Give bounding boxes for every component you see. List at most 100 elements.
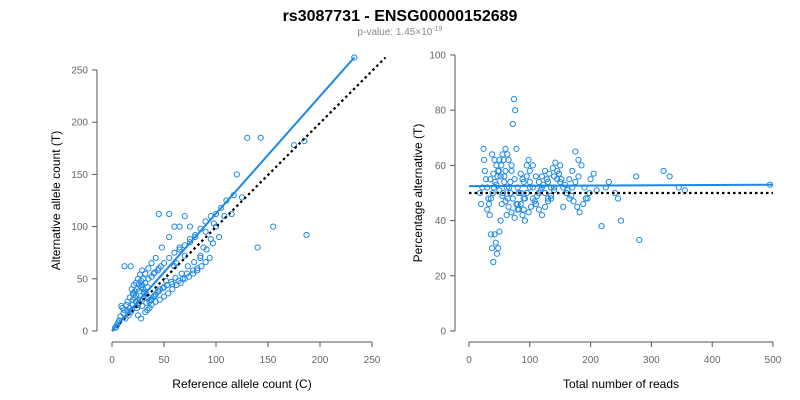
left-x-axis-label: Reference allele count (C) <box>172 377 311 391</box>
right-x-tick-label: 500 <box>765 355 782 366</box>
left-data-point <box>147 296 154 303</box>
left-data-point <box>151 292 158 299</box>
left-data-point <box>197 254 204 262</box>
left-y-tick-label: 250 <box>71 66 88 77</box>
right-data-point <box>489 245 496 252</box>
right-data-point <box>525 156 532 163</box>
left-data-point <box>212 210 220 218</box>
left-data-point <box>202 258 209 266</box>
right-data-point <box>520 195 527 202</box>
left-data-point <box>164 281 171 289</box>
left-x-tick-label: 200 <box>312 355 329 366</box>
right-data-point <box>521 217 529 224</box>
right-data-point <box>497 173 504 180</box>
right-data-point <box>508 209 515 216</box>
right-data-point <box>575 173 582 180</box>
right-data-point <box>510 96 518 103</box>
right-data-point <box>523 173 530 180</box>
right-data-point <box>572 178 579 186</box>
right-data-point <box>502 198 509 205</box>
left-y-tick-label: 200 <box>71 118 88 129</box>
left-data-point <box>202 228 209 235</box>
left-data-point <box>143 299 150 306</box>
left-data-point <box>254 244 261 251</box>
left-data-point <box>190 270 197 277</box>
right-data-point <box>568 192 575 199</box>
right-data-point <box>498 200 505 208</box>
right-data-point <box>508 162 515 169</box>
left-data-point <box>171 223 178 230</box>
left-data-point <box>176 223 183 230</box>
right-data-point <box>557 162 564 169</box>
right-data-point <box>492 239 499 246</box>
right-data-point <box>492 178 499 186</box>
left-data-point <box>118 302 125 310</box>
right-data-point <box>494 173 501 180</box>
right-data-point <box>503 184 510 191</box>
left-data-point <box>206 254 213 262</box>
right-data-point <box>526 167 533 175</box>
right-y-tick-label: 60 <box>435 161 447 172</box>
right-data-point <box>509 195 516 202</box>
right-data-point <box>486 211 493 219</box>
right-data-point <box>578 162 585 169</box>
right-data-point <box>526 178 533 186</box>
left-data-point <box>194 267 201 274</box>
right-data-point <box>501 178 508 186</box>
left-data-point <box>121 263 128 270</box>
right-data-point <box>506 184 513 191</box>
right-data-point <box>517 189 524 197</box>
left-data-point <box>301 137 308 145</box>
right-data-point <box>507 178 514 186</box>
right-data-point <box>531 198 538 205</box>
left-data-point <box>190 267 197 274</box>
right-data-point <box>538 211 546 219</box>
left-data-point <box>160 293 168 300</box>
right-data-point <box>580 200 587 208</box>
right-data-point <box>517 200 524 208</box>
right-data-point <box>500 156 507 163</box>
left-data-point <box>113 323 120 330</box>
left-data-point <box>166 233 173 241</box>
right-data-point <box>504 151 511 158</box>
left-data-point <box>176 244 183 251</box>
left-reference-line <box>111 56 387 332</box>
right-data-point <box>527 203 535 210</box>
right-data-point <box>547 192 555 199</box>
left-data-point <box>165 290 172 297</box>
left-data-point <box>127 263 134 270</box>
right-data-point <box>491 231 498 238</box>
right-x-axis-label: Total number of reads <box>563 377 679 391</box>
right-data-point <box>551 173 558 180</box>
left-data-point <box>155 288 162 295</box>
left-data-point <box>158 244 166 251</box>
right-data-point <box>490 184 498 191</box>
right-data-point <box>523 162 530 169</box>
left-data-point <box>142 309 149 316</box>
right-data-point <box>587 176 594 183</box>
left-data-point <box>135 288 143 295</box>
right-data-point <box>605 178 612 186</box>
left-data-point <box>156 296 163 303</box>
left-data-point <box>154 267 161 274</box>
right-data-point <box>493 250 501 257</box>
right-y-tick-label: 40 <box>435 216 447 227</box>
right-data-point <box>636 236 643 244</box>
left-data-point <box>192 233 199 241</box>
right-data-point <box>505 203 512 210</box>
left-data-point <box>148 273 155 280</box>
left-data-point <box>210 220 218 227</box>
right-data-point <box>614 195 622 202</box>
right-y-tick-label: 80 <box>435 106 447 117</box>
right-data-point <box>582 195 589 202</box>
right-data-point <box>512 107 519 114</box>
right-data-point <box>560 203 567 210</box>
left-data-point <box>186 239 194 246</box>
right-y-tick-label: 100 <box>429 51 446 62</box>
right-data-point <box>511 214 518 221</box>
left-data-point <box>178 270 185 277</box>
right-x-tick-label: 400 <box>704 355 721 366</box>
right-data-point <box>543 176 550 183</box>
left-data-point <box>198 263 205 270</box>
right-data-point <box>496 228 503 235</box>
